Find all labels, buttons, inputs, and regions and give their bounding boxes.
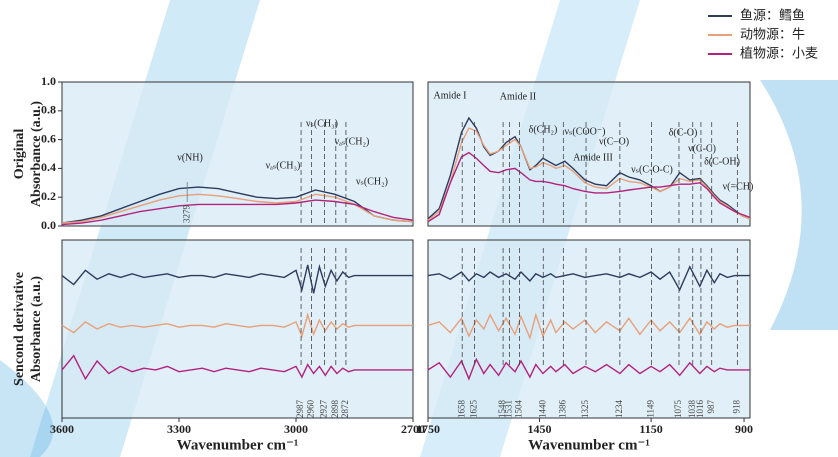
legend-label: 鱼源：鳕鱼	[740, 8, 805, 24]
legend-label: 动物源：牛	[740, 28, 805, 43]
peak-label: 3279	[181, 205, 191, 224]
plot-area	[62, 240, 413, 418]
peak-label: 2960	[306, 400, 316, 419]
y-tick-label: 1.0	[41, 74, 56, 88]
peak-label: 987	[706, 400, 716, 414]
y-axis-label: Absorbance (a.u.)	[29, 276, 44, 383]
peak-annotation: Amide II	[500, 91, 536, 102]
peak-label: 1234	[614, 400, 624, 419]
peak-annotation: νₐₛ(CH₂)	[335, 136, 370, 147]
peak-label: 1149	[646, 400, 656, 418]
peak-label: 2987	[295, 400, 305, 419]
peak-label: 918	[731, 400, 741, 414]
y-axis-label: Sencond derivative	[12, 272, 27, 386]
legend-label: 植物源：小麦	[740, 47, 818, 62]
y-axis-label: Absorbance (a.u.)	[29, 101, 44, 208]
peak-label: 1016	[695, 400, 705, 419]
x-tick-label: 900	[735, 422, 753, 436]
y-axis-label: Original	[12, 129, 27, 180]
peak-annotation: νₛ(CH₃)	[306, 118, 338, 129]
x-tick-label: 3300	[167, 422, 191, 436]
x-axis-label: Wavenumber cm⁻¹	[177, 437, 299, 453]
peak-label: 1440	[537, 400, 547, 419]
peak-label: 1531	[503, 400, 513, 418]
x-axis-label: Wavenumber cm⁻¹	[528, 437, 650, 453]
decor-shape	[760, 80, 838, 330]
x-tick-label: 1450	[528, 422, 552, 436]
peak-annotation: νₛ(C-O-C)	[631, 164, 673, 175]
x-tick-label: 1750	[416, 422, 440, 436]
x-tick-label: 1150	[639, 422, 662, 436]
peak-annotation: ν(NH)	[177, 152, 203, 163]
plot-area	[428, 240, 750, 418]
peak-annotation: Amide III	[573, 152, 613, 163]
peak-annotation: νₛ(CH₂)	[356, 176, 388, 187]
peak-label: 2898	[330, 400, 340, 419]
peak-label: 2872	[340, 400, 350, 418]
figure: 0.00.20.40.60.81.0OriginalAbsorbance (a.…	[0, 0, 838, 457]
peak-label: 1658	[456, 400, 466, 419]
peak-label: 1325	[580, 400, 590, 419]
peak-annotation: νₐₛ(CH₃)	[266, 160, 301, 171]
peak-annotation: ν(=CH)	[723, 181, 754, 192]
x-tick-label: 3600	[50, 422, 74, 436]
x-tick-label: 3000	[284, 422, 308, 436]
peak-label: 1386	[557, 400, 567, 419]
peak-annotation: δ(C-OH)	[704, 156, 740, 167]
peak-annotation: Amide I	[433, 90, 466, 101]
peak-label: 1504	[514, 400, 524, 419]
peak-label: 2927	[319, 400, 329, 419]
peak-label: 1625	[469, 400, 479, 419]
peak-annotation: ν(C–O)	[599, 136, 629, 147]
y-tick-label: 0.0	[41, 218, 56, 232]
peak-label: 1075	[673, 400, 683, 419]
